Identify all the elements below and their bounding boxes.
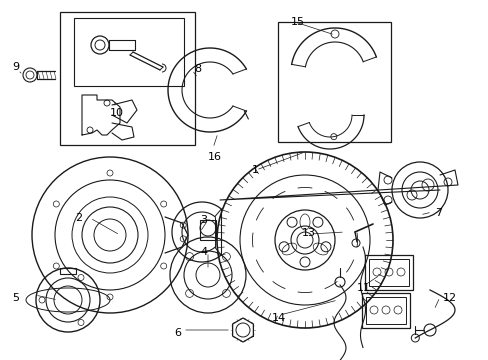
Text: 1: 1	[251, 165, 259, 175]
Text: 4: 4	[200, 247, 207, 257]
Bar	[368, 259, 408, 286]
Bar	[361, 293, 409, 328]
Text: 8: 8	[194, 64, 201, 74]
Bar	[60, 12, 195, 145]
Text: 3: 3	[200, 215, 206, 225]
Text: 14: 14	[271, 313, 285, 323]
Text: 12: 12	[442, 293, 456, 303]
Text: 15: 15	[290, 17, 305, 27]
Text: 13: 13	[302, 228, 315, 238]
Bar	[364, 255, 412, 290]
Bar	[200, 220, 216, 240]
Text: 6: 6	[174, 328, 181, 338]
Text: 9: 9	[12, 62, 19, 72]
Bar	[365, 297, 405, 324]
Bar	[60, 268, 76, 274]
Text: 10: 10	[110, 108, 124, 118]
Text: 11: 11	[356, 283, 370, 293]
Bar	[74, 18, 183, 86]
Text: 5: 5	[12, 293, 19, 303]
Bar	[278, 22, 390, 142]
Text: 16: 16	[207, 152, 222, 162]
Text: 2: 2	[75, 213, 82, 223]
Text: 7: 7	[434, 208, 441, 218]
